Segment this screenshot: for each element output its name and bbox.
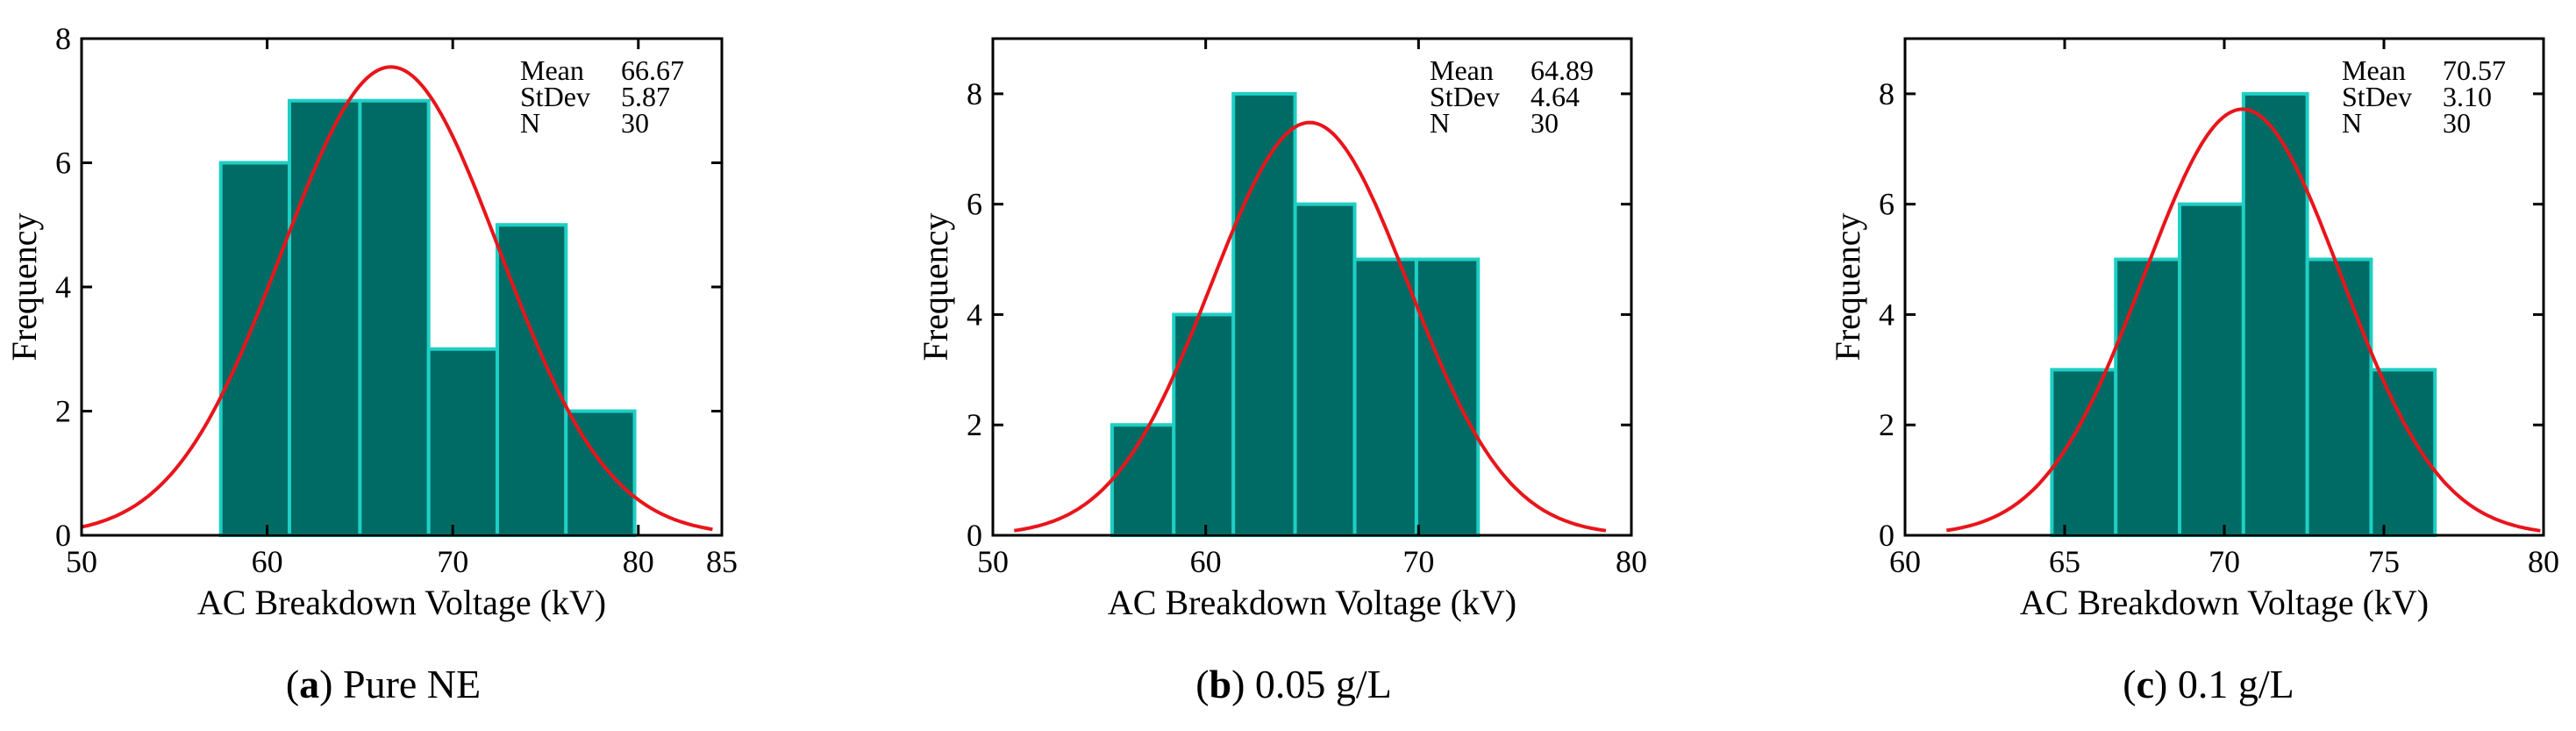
y-tick-label: 8	[967, 76, 982, 111]
y-tick-label: 8	[55, 21, 71, 56]
y-tick-label: 8	[1879, 76, 1895, 111]
stat-label: StDev	[1430, 81, 1500, 112]
histogram-bar	[426, 347, 499, 537]
normal-fit-curve	[1946, 107, 2541, 533]
histogram-bar	[1352, 257, 1418, 537]
y-tick-label: 2	[55, 394, 71, 429]
x-axis-label: AC Breakdown Voltage (kV)	[2020, 583, 2429, 622]
normal-fit-curve	[81, 65, 713, 532]
stat-value: 30	[2443, 107, 2471, 139]
stat-value: 66.67	[621, 54, 684, 86]
stat-label: Mean	[2342, 54, 2406, 86]
histogram-bar	[2178, 202, 2245, 538]
panel-caption: (b) 0.05 g/L	[1195, 662, 1392, 706]
x-tick-label: 70	[2209, 544, 2240, 579]
stat-value: 30	[1531, 107, 1559, 139]
x-tick-label: 50	[66, 544, 97, 579]
y-axis-label: Frequency	[1828, 213, 1867, 362]
histogram-bar	[218, 161, 291, 537]
normal-fit-curve	[1014, 120, 1607, 533]
x-axis-label: AC Breakdown Voltage (kV)	[197, 583, 606, 622]
stat-value: 70.57	[2443, 54, 2506, 86]
histogram-bar	[2114, 257, 2182, 537]
x-tick-label: 85	[706, 544, 738, 579]
y-tick-label: 2	[1879, 407, 1895, 442]
stat-value: 4.64	[1531, 81, 1580, 112]
histogram-bar	[287, 98, 362, 537]
x-tick-label: 80	[2528, 544, 2559, 579]
panel-b: 50 60 70 80 0 2 4 6 8 AC Breakdown Voltage (kV) Fr…	[916, 37, 1647, 706]
stat-value: 30	[621, 107, 649, 139]
y-tick-label: 4	[967, 297, 982, 332]
y-tick-label: 6	[55, 146, 71, 181]
histogram-bar	[2305, 257, 2373, 537]
y-axis-label: Frequency	[916, 213, 955, 362]
stat-label: StDev	[2342, 81, 2412, 112]
histogram-bar	[358, 98, 431, 537]
x-tick-label: 65	[2049, 544, 2080, 579]
stat-label: StDev	[520, 81, 590, 112]
stat-label: N	[520, 107, 540, 139]
histogram-bar	[2369, 368, 2437, 538]
panel-c: 60 65 70 75 80 0 2 4 6 8 AC Breakdown Voltage (kV)…	[1828, 37, 2559, 706]
x-tick-label: 50	[977, 544, 1009, 579]
stat-label: N	[1430, 107, 1450, 139]
y-tick-label: 6	[1879, 187, 1895, 222]
plot-frame	[991, 37, 1633, 537]
stat-value: 3.10	[2443, 81, 2492, 112]
stat-label: N	[2342, 107, 2362, 139]
x-tick-label: 80	[1616, 544, 1647, 579]
histogram-bars	[1110, 91, 1481, 538]
histogram-bar	[1293, 202, 1357, 538]
y-tick-label: 0	[1879, 518, 1895, 553]
y-tick-label: 6	[967, 187, 982, 222]
histogram-bar	[1414, 257, 1481, 537]
y-tick-label: 4	[55, 269, 71, 305]
stats-legend: Mean 64.89 StDev 4.64 N 30	[1430, 54, 1594, 139]
stat-value: 64.89	[1531, 54, 1594, 86]
histogram-bar	[1231, 91, 1297, 537]
stat-label: Mean	[520, 54, 584, 86]
stats-legend: Mean 66.67 StDev 5.87 N 30	[520, 54, 684, 139]
stat-value: 5.87	[621, 81, 670, 112]
stats-legend: Mean 70.57 StDev 3.10 N 30	[2342, 54, 2506, 139]
histogram-bar	[564, 409, 637, 537]
x-tick-label: 70	[437, 544, 468, 579]
panel-a: 50 60 70 80 85 0 2 4 6 8 AC Breakdown Voltage (kV)…	[4, 21, 738, 706]
x-tick-label: 60	[1190, 544, 1222, 579]
y-tick-label: 0	[967, 518, 982, 553]
panel-caption: (c) 0.1 g/L	[2123, 662, 2294, 706]
y-tick-label: 0	[55, 518, 71, 553]
histogram-bar	[2241, 91, 2309, 537]
histogram-bars	[218, 98, 637, 537]
y-axis-label: Frequency	[4, 213, 44, 362]
x-tick-label: 80	[623, 544, 654, 579]
stat-label: Mean	[1430, 54, 1494, 86]
x-tick-label: 60	[1889, 544, 1921, 579]
x-tick-label: 70	[1402, 544, 1434, 579]
histogram-bars	[2050, 91, 2437, 538]
x-tick-label: 60	[252, 544, 283, 579]
x-axis-label: AC Breakdown Voltage (kV)	[1108, 583, 1516, 622]
x-tick-label: 75	[2368, 544, 2400, 579]
histogram-bar	[1110, 423, 1176, 538]
panel-caption: (a) Pure NE	[286, 662, 481, 706]
y-tick-label: 2	[967, 407, 982, 442]
histogram-bar	[1172, 312, 1236, 538]
y-tick-label: 4	[1879, 297, 1895, 332]
